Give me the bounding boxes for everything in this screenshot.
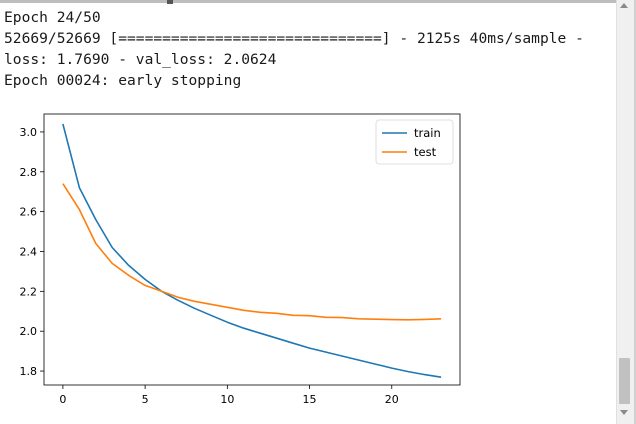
x-tick-label: 20 (385, 393, 399, 406)
legend-box (375, 119, 454, 165)
scrollbar-thumb[interactable] (619, 358, 630, 404)
y-tick-label: 2.8 (20, 166, 38, 179)
y-tick-label: 3.0 (20, 126, 38, 139)
y-tick-label: 2.6 (20, 206, 38, 219)
y-tick-label: 1.8 (20, 365, 38, 378)
divider-line (0, 0, 616, 3)
series-line-train (62, 123, 442, 378)
vertical-scrollbar[interactable] (616, 0, 635, 424)
y-tick-label: 2.0 (20, 325, 38, 338)
x-tick-label: 0 (59, 393, 66, 406)
log-line-progress: 52669/52669 [===========================… (4, 30, 584, 47)
y-tick-label: 2.2 (20, 285, 38, 298)
y-tick-label: 2.4 (20, 245, 38, 258)
window-border (634, 0, 636, 424)
log-line-early-stopping: Epoch 00024: early stopping (4, 72, 242, 89)
x-tick-label: 5 (142, 393, 149, 406)
log-line-epoch: Epoch 24/50 (4, 9, 101, 26)
plot-frame (43, 113, 461, 386)
legend-label-train: train (414, 126, 441, 140)
scroll-up-arrow-icon[interactable] (620, 3, 628, 8)
log-line-loss: loss: 1.7690 - val_loss: 2.0624 (4, 51, 277, 68)
series-line-test (62, 183, 442, 321)
legend-label-test: test (414, 145, 437, 159)
x-tick-label: 15 (303, 393, 317, 406)
output-console: Epoch 24/50 52669/52669 [================… (0, 0, 616, 406)
loss-chart: 1.8 2.0 2.2 2.4 2.6 2.8 3.0 0 5 10 15 20 train test (20, 113, 461, 406)
scroll-down-arrow-icon[interactable] (620, 410, 628, 415)
training-log: Epoch 24/50 52669/52669 [================… (4, 7, 584, 91)
cell-marker (167, 0, 173, 4)
x-tick-label: 10 (220, 393, 234, 406)
